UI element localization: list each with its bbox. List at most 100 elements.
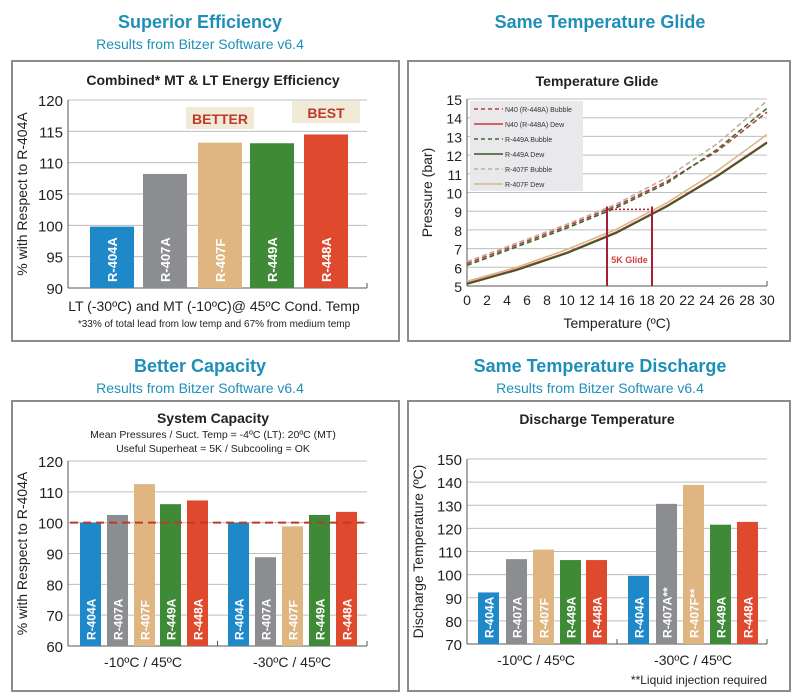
- bar-label: R-449A: [715, 596, 729, 638]
- bar-label: R-407A: [260, 598, 274, 640]
- bar-r-404a: [228, 522, 249, 646]
- bar-label: R-404A: [633, 596, 647, 638]
- y-tick-label: 7: [454, 242, 462, 258]
- heading-glide: Same Temperature Glide: [400, 12, 800, 33]
- bar-label: R-448A: [341, 598, 355, 640]
- x-tick-label: 24: [699, 292, 715, 308]
- x-tick-label: 22: [679, 292, 695, 308]
- bar-r-407f: [198, 142, 242, 288]
- bar-r-404a: [628, 575, 649, 644]
- annotation-label: BETTER: [192, 111, 248, 127]
- x-tick-label: 8: [543, 292, 551, 308]
- bar-r-449a: [250, 143, 294, 288]
- bar-r-407a: [107, 514, 128, 646]
- bar-r-407f: [282, 526, 303, 646]
- bar-label: R-407F: [538, 598, 552, 638]
- bar-label: R-407F**: [688, 588, 702, 638]
- legend-background: [470, 101, 583, 191]
- bar-r-448a: [336, 511, 357, 646]
- bar-r-404a: [80, 522, 101, 646]
- bar-r-407a: [255, 557, 276, 646]
- series-line: [466, 107, 768, 267]
- chart-subtitle: Useful Superheat = 5K / Subcooling = OK: [116, 443, 310, 455]
- bar-r-404a: [478, 592, 499, 644]
- y-tick-label: 8: [454, 223, 462, 239]
- series-line: [466, 111, 768, 265]
- x-tick-label: 28: [739, 292, 755, 308]
- bar-label: R-407F: [213, 239, 228, 282]
- bar-r-407f: [533, 549, 554, 644]
- heading-title: Same Temperature Glide: [494, 12, 706, 32]
- series-line: [466, 142, 768, 285]
- y-tick-label: 10: [446, 186, 462, 202]
- legend-label: R-407F Dew: [505, 182, 545, 189]
- x-tick-label: 4: [503, 292, 511, 308]
- annotation-box: [292, 101, 360, 123]
- bar-r-407f: [134, 484, 155, 646]
- y-tick-label: 120: [437, 521, 462, 538]
- y-tick-label: 9: [454, 204, 462, 220]
- bar-r-407a: [506, 559, 527, 644]
- bar-r-404a: [90, 226, 134, 288]
- bar-r-449a: [710, 524, 731, 644]
- x-tick-label: 14: [599, 292, 615, 308]
- y-tick-label: 11: [447, 167, 462, 183]
- bar-r-448a: [304, 134, 348, 288]
- bar-r-407f: [683, 484, 704, 644]
- y-tick-label: 110: [39, 156, 63, 173]
- heading-title: Same Temperature Discharge: [473, 356, 727, 376]
- x-axis-label: Temperature (ºC): [563, 315, 670, 331]
- y-tick-label: 90: [46, 547, 63, 564]
- y-tick-label: 70: [46, 608, 63, 625]
- heading-subtitle: Results from Bitzer Software v6.4: [96, 380, 304, 396]
- y-tick-label: 70: [445, 637, 462, 654]
- heading-efficiency: Superior Efficiency Results from Bitzer …: [0, 12, 400, 52]
- y-tick-label: 80: [46, 577, 63, 594]
- y-tick-label: 100: [38, 516, 63, 533]
- heading-discharge: Same Temperature Discharge Results from …: [400, 356, 800, 396]
- y-tick-label: 5: [454, 279, 462, 295]
- bar-label: R-449A: [565, 596, 579, 638]
- heading-subtitle: Results from Bitzer Software v6.4: [496, 380, 704, 396]
- x-tick-label: 10: [559, 292, 575, 308]
- chart-note: **Liquid injection required: [631, 673, 767, 687]
- y-tick-label: 13: [446, 129, 462, 145]
- group-label: -10ºC / 45ºC: [104, 654, 182, 670]
- bar-label: R-407A: [158, 237, 173, 282]
- bar-label: R-404A: [85, 598, 99, 640]
- bar-r-449a: [160, 504, 181, 646]
- heading-title: Better Capacity: [133, 356, 267, 376]
- legend-label: N40 (R-448A) Bubble: [505, 107, 572, 114]
- series-line: [466, 100, 768, 263]
- y-tick-label: 150: [437, 452, 462, 469]
- legend-label: N40 (R-448A) Dew: [505, 122, 565, 129]
- y-axis-label: % with Respect to R-404A: [14, 471, 30, 635]
- y-tick-label: 115: [39, 124, 63, 141]
- bar-label: R-407A: [112, 598, 126, 640]
- y-tick-label: 12: [446, 148, 462, 164]
- heading-capacity: Better Capacity Results from Bitzer Soft…: [0, 356, 400, 396]
- bar-label: R-448A: [192, 598, 206, 640]
- bar-label: R-404A: [105, 237, 120, 282]
- y-axis-label: Pressure (bar): [419, 148, 435, 237]
- chart-title: Discharge Temperature: [519, 411, 675, 427]
- bar-label: R-404A: [483, 596, 497, 638]
- y-tick-label: 15: [446, 92, 462, 108]
- x-tick-label: 20: [659, 292, 675, 308]
- group-label: -10ºC / 45ºC: [497, 652, 575, 668]
- bar-label: R-449A: [165, 598, 179, 640]
- bar-label: R-407F: [139, 600, 153, 640]
- y-tick-label: 140: [437, 475, 462, 492]
- y-axis-label: % with Respect to R-404A: [14, 112, 30, 276]
- y-tick-label: 14: [446, 111, 462, 127]
- group-label: -30ºC / 45ºC: [253, 654, 331, 670]
- chart-title: Temperature Glide: [536, 73, 659, 89]
- group-label: -30ºC / 45ºC: [654, 652, 732, 668]
- bar-label: R-448A: [591, 596, 605, 638]
- y-tick-label: 80: [445, 614, 462, 631]
- y-tick-label: 100: [38, 218, 63, 235]
- y-tick-label: 105: [38, 187, 63, 204]
- x-tick-label: 18: [639, 292, 655, 308]
- bar-label: R-448A: [742, 596, 756, 638]
